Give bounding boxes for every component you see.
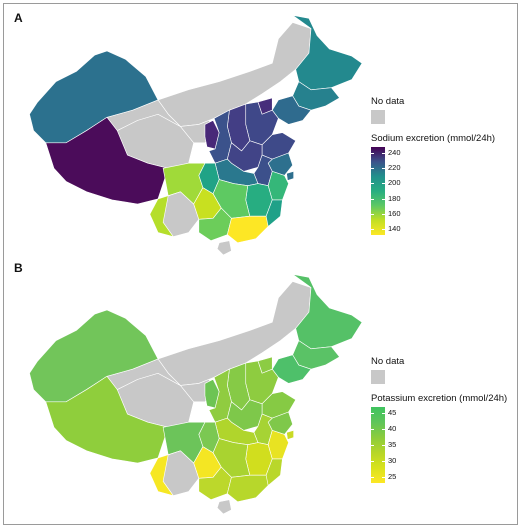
colorbar-tick-label: 25 (388, 472, 397, 481)
province-hainan (216, 499, 232, 515)
panel-b-label: B (14, 261, 23, 275)
colorbar-tick-label: 180 (388, 193, 401, 203)
province-heilongjiang (292, 273, 363, 350)
colorbar-tick-mark (382, 198, 385, 200)
province-xinjiang (29, 50, 159, 144)
colorbar-gradient (371, 147, 385, 235)
colorbar-tick-mark (382, 429, 385, 430)
colorbar-tick-label: 40 (388, 424, 397, 433)
colorbar-tick-mark (382, 153, 385, 154)
colorbar-tick-label: 240 (388, 148, 401, 157)
colorbar-tick-label: 30 (388, 456, 397, 465)
legend-nodata-swatch (371, 110, 385, 124)
colorbar-tick-label: 200 (388, 178, 401, 188)
legend-nodata-swatch (371, 370, 385, 384)
panel-a-label: A (14, 11, 23, 25)
colorbar-tick-mark (371, 153, 374, 154)
colorbar-tick-label: 45 (388, 408, 397, 417)
potassium-legend: No data Potassium excretion (mmol/24h) 4… (371, 356, 507, 483)
colorbar-tick-mark (371, 445, 374, 446)
legend-nodata-label: No data (371, 356, 405, 367)
colorbar-tick-mark (382, 213, 385, 215)
colorbar-tick-mark (371, 229, 374, 230)
province-heilongjiang (292, 14, 363, 91)
province-yunnan-south (149, 191, 181, 237)
legend-nodata-label: No data (371, 96, 405, 107)
province-shanghai (286, 171, 294, 181)
legend-colorbar: 240 220 200 180 160 140 (371, 147, 495, 235)
province-xinjiang (29, 309, 159, 403)
legend-title: Sodium excretion (mmol/24h) (371, 133, 496, 144)
china-map-potassium (29, 273, 363, 515)
colorbar-tick-label: 140 (388, 224, 401, 233)
colorbar-tick-label: 160 (388, 208, 401, 218)
colorbar-tick-mark (371, 477, 374, 478)
colorbar-tick-mark (382, 477, 385, 478)
colorbar-tick-mark (371, 413, 374, 414)
legend-colorbar: 45 40 35 30 25 (371, 407, 507, 483)
province-guangdong (227, 474, 269, 503)
province-yunnan-south (149, 450, 181, 496)
china-map-sodium (29, 14, 363, 256)
province-hainan (216, 240, 232, 256)
colorbar-tick-mark (382, 413, 385, 414)
colorbar-tick-mark (371, 183, 374, 185)
colorbar-tick-mark (371, 429, 374, 430)
colorbar-tick-mark (371, 168, 374, 170)
province-shanghai (286, 430, 294, 440)
colorbar-tick-label: 220 (388, 163, 401, 173)
colorbar-tick-mark (382, 183, 385, 185)
legend-title: Potassium excretion (mmol/24h) (371, 393, 508, 404)
colorbar-tick-mark (382, 445, 385, 446)
colorbar-tick-mark (382, 168, 385, 170)
colorbar-tick-label: 35 (388, 440, 397, 449)
colorbar-tick-mark (371, 198, 374, 200)
colorbar-tick-mark (371, 461, 374, 462)
sodium-legend: No data Sodium excretion (mmol/24h) 240 2… (371, 96, 495, 235)
colorbar-tick-mark (382, 229, 385, 230)
province-guangdong (227, 215, 269, 244)
colorbar-gradient (371, 407, 385, 483)
colorbar-tick-mark (371, 213, 374, 215)
colorbar-tick-mark (382, 461, 385, 462)
